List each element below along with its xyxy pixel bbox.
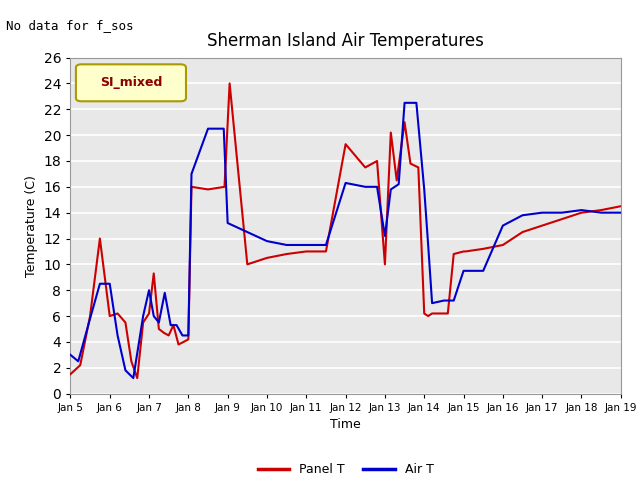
Air T (140, 313, 147, 319)
Text: No data for f_sos: No data for f_sos (6, 19, 134, 32)
Air T (362, 184, 369, 190)
Air T (184, 333, 192, 338)
Air T (263, 238, 271, 244)
Panel T (393, 178, 401, 183)
Air T (444, 298, 452, 303)
Air T (558, 210, 566, 216)
Air T (173, 322, 180, 328)
Air T (179, 333, 186, 338)
Air T (499, 223, 507, 228)
Air T (461, 268, 469, 274)
Panel T (133, 375, 141, 381)
Air T (428, 300, 436, 306)
Air T (373, 184, 381, 190)
Air T (401, 100, 408, 106)
Air T (224, 220, 232, 226)
Air T (161, 290, 168, 296)
Line: Panel T: Panel T (70, 84, 621, 378)
Air T (283, 242, 291, 248)
Line: Air T: Air T (70, 103, 621, 378)
Air T (86, 316, 94, 322)
Air T (129, 375, 137, 381)
Panel T (387, 130, 395, 135)
Air T (303, 242, 310, 248)
Panel T (450, 251, 458, 257)
Air T (518, 212, 526, 218)
Air T (150, 313, 157, 319)
Air T (243, 229, 251, 235)
Legend: Panel T, Air T: Panel T, Air T (253, 458, 438, 480)
Panel T (617, 204, 625, 209)
FancyBboxPatch shape (76, 64, 186, 101)
Panel T (415, 165, 422, 170)
Air T (155, 320, 163, 325)
Y-axis label: Temperature (C): Temperature (C) (25, 175, 38, 276)
Air T (67, 352, 74, 358)
Air T (322, 242, 330, 248)
Air T (597, 210, 605, 216)
Air T (538, 210, 546, 216)
Air T (96, 281, 104, 287)
Panel T (226, 81, 234, 86)
Air T (387, 187, 395, 192)
Air T (106, 281, 113, 287)
Air T (145, 288, 153, 293)
Air T (122, 368, 129, 373)
Air T (74, 359, 82, 364)
Panel T (67, 372, 74, 377)
X-axis label: Time: Time (330, 418, 361, 431)
Air T (381, 233, 388, 239)
Text: SI_mixed: SI_mixed (100, 76, 162, 89)
Air T (395, 181, 403, 187)
Air T (617, 210, 625, 216)
Air T (342, 180, 349, 186)
Air T (440, 298, 448, 303)
Air T (204, 126, 212, 132)
Air T (420, 187, 428, 192)
Panel T (170, 322, 177, 328)
Air T (167, 322, 175, 328)
Air T (114, 333, 122, 338)
Air T (413, 100, 420, 106)
Title: Sherman Island Air Temperatures: Sherman Island Air Temperatures (207, 33, 484, 50)
Air T (424, 242, 432, 248)
Air T (220, 126, 228, 132)
Air T (578, 207, 586, 213)
Air T (460, 268, 467, 274)
Panel T (406, 161, 414, 167)
Air T (450, 298, 458, 303)
Air T (479, 268, 487, 274)
Air T (188, 171, 195, 177)
